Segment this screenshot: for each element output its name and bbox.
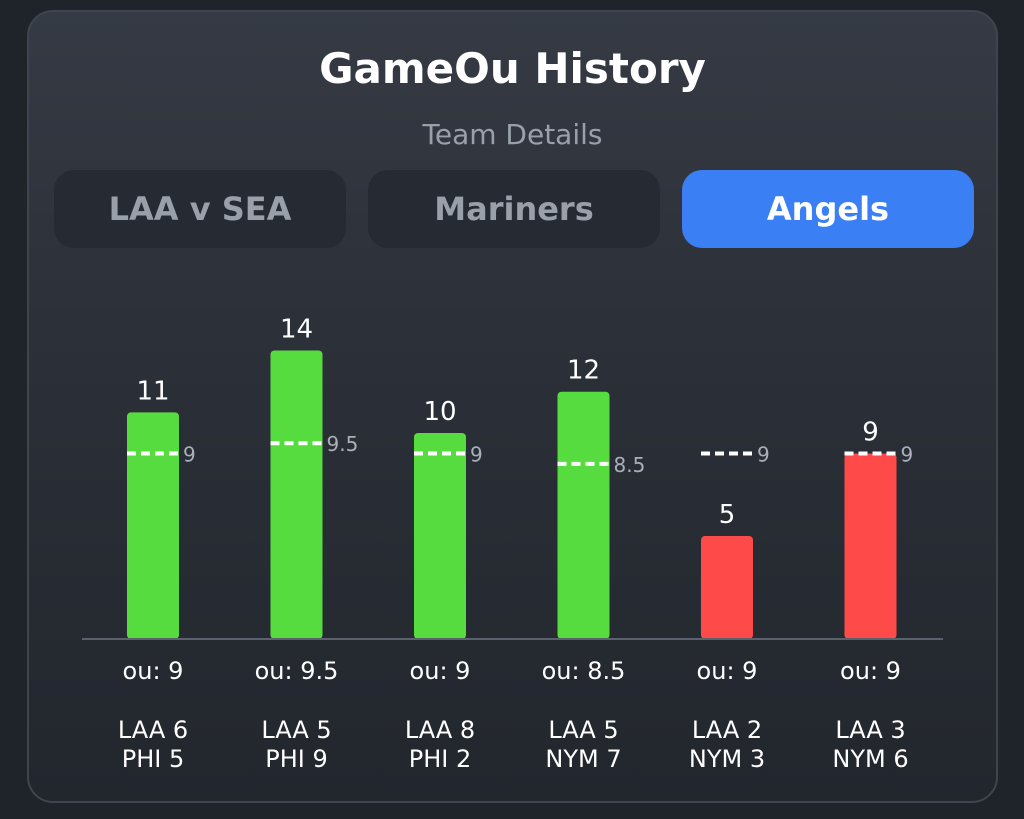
bar-value-label: 5 (719, 500, 736, 530)
score-line-label: NYM 7 (545, 745, 621, 773)
ou-category-label: ou: 8.5 (542, 657, 626, 685)
ou-category-label: ou: 9 (840, 657, 901, 685)
tab-laa-v-sea[interactable]: LAA v SEA (54, 170, 346, 248)
ou-line-value-label: 9 (183, 443, 196, 467)
score-line-label: LAA 6 (118, 716, 188, 744)
ou-line-value-label: 8.5 (614, 453, 646, 477)
score-line-label: LAA 2 (692, 716, 762, 744)
game-ou-history-card: GameOu History Team Details LAA v SEA Ma… (27, 10, 998, 803)
ou-line-value-label: 9 (470, 443, 483, 467)
bar-value-label: 14 (280, 315, 313, 345)
tab-angels[interactable]: Angels (682, 170, 974, 248)
bar-game-1 (127, 412, 179, 639)
ou-category-label: ou: 9 (123, 657, 184, 685)
bar-game-5 (701, 535, 753, 639)
tab-mariners[interactable]: Mariners (368, 170, 660, 248)
ou-line-value-label: 9.5 (327, 432, 359, 456)
ou-line-value-label: 9 (901, 443, 914, 467)
score-line-label: LAA 5 (261, 716, 331, 744)
ou-category-label: ou: 9 (410, 657, 471, 685)
card-title: GameOu History (319, 44, 706, 93)
bar-value-label: 9 (862, 418, 879, 448)
ou-line-value-label: 9 (757, 443, 770, 467)
score-line-label: PHI 2 (409, 745, 472, 773)
bar-value-label: 10 (423, 397, 456, 427)
bar-game-6 (844, 453, 897, 639)
team-tabs: LAA v SEA Mariners Angels (54, 170, 974, 248)
bar-game-3 (414, 432, 466, 639)
score-line-label: NYM 6 (832, 745, 908, 773)
score-line-label: NYM 3 (689, 745, 765, 773)
bar-value-label: 12 (567, 356, 600, 386)
ou-category-label: ou: 9.5 (255, 657, 339, 685)
bar-game-4 (557, 391, 610, 639)
ou-category-label: ou: 9 (697, 657, 758, 685)
score-line-label: LAA 3 (835, 716, 905, 744)
score-line-label: PHI 5 (122, 745, 185, 773)
card-subtitle: Team Details (422, 118, 603, 151)
bar-value-label: 11 (136, 376, 169, 406)
score-line-label: LAA 8 (405, 716, 475, 744)
score-line-label: LAA 5 (548, 716, 618, 744)
bar-game-2 (270, 350, 323, 639)
score-line-label: PHI 9 (265, 745, 328, 773)
